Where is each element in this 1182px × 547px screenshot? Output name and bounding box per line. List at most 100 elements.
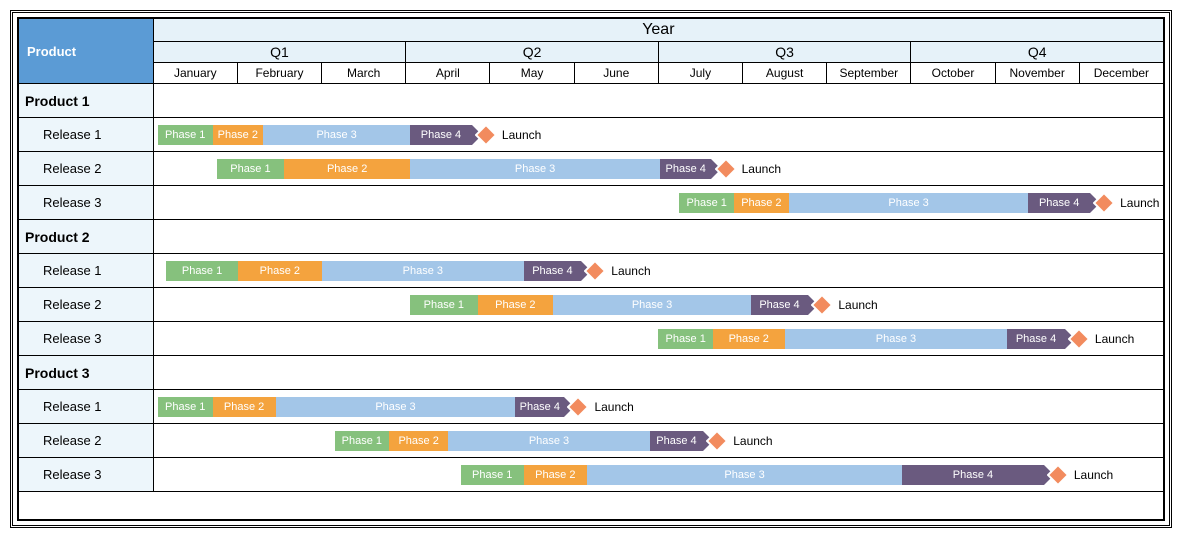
phase-bar: Phase 2 — [389, 431, 448, 451]
release-row: Release 3 — [19, 322, 154, 356]
product-name: Product 3 — [25, 365, 90, 381]
phase-bar: Phase 1 — [679, 193, 734, 213]
empty-timeline — [153, 356, 1163, 390]
month-label: April — [436, 66, 460, 80]
month-header: May — [490, 63, 574, 84]
launch-label: Launch — [733, 434, 772, 448]
phase-bar: Phase 2 — [284, 159, 410, 179]
phase-arrow: Phase 4 — [650, 431, 713, 451]
release-name: Release 2 — [43, 433, 102, 448]
release-name: Release 2 — [43, 161, 102, 176]
launch-milestone-icon — [715, 158, 737, 180]
release-row: Release 1 — [19, 390, 154, 424]
month-header: January — [153, 63, 237, 84]
launch-milestone-icon — [567, 396, 589, 418]
phase-bar: Phase 2 — [524, 465, 587, 485]
empty-timeline — [153, 220, 1163, 254]
phase-arrow: Phase 4 — [660, 159, 721, 179]
month-label: March — [347, 66, 380, 80]
phase-arrow: Phase 4 — [524, 261, 591, 281]
phase-bar: Phase 2 — [213, 397, 276, 417]
quarter-label: Q4 — [1028, 44, 1047, 60]
phase-bar: Phase 3 — [263, 125, 410, 145]
timeline-cell: Phase 1Phase 2Phase 3Phase 4Launch — [153, 254, 1163, 288]
month-label: January — [174, 66, 217, 80]
phase-bar: Phase 3 — [789, 193, 1029, 213]
phase-bar: Phase 2 — [713, 329, 784, 349]
outer-frame: Product YearQ1 Q2 Q3 Q4 January February March A… — [10, 10, 1172, 528]
phase-arrow: Phase 4 — [515, 397, 574, 417]
quarter-header: Q2 — [406, 42, 659, 63]
phase-bar: Phase 3 — [785, 329, 1008, 349]
phase-bar: Phase 2 — [734, 193, 789, 213]
product-header-label: Product — [27, 44, 76, 59]
launch-label: Launch — [611, 264, 650, 278]
quarter-label: Q2 — [523, 44, 542, 60]
launch-label: Launch — [1074, 468, 1113, 482]
launch-milestone-icon — [1093, 192, 1115, 214]
phase-bar: Phase 2 — [238, 261, 322, 281]
bottom-spacer — [19, 492, 1164, 520]
month-header: August — [743, 63, 827, 84]
release-row: Release 1 — [19, 118, 154, 152]
quarter-header: Q1 — [153, 42, 406, 63]
month-header: February — [237, 63, 321, 84]
launch-milestone-icon — [1068, 328, 1090, 350]
release-name: Release 3 — [43, 195, 102, 210]
month-header: September — [827, 63, 911, 84]
release-name: Release 1 — [43, 127, 102, 142]
phase-bar: Phase 3 — [587, 465, 902, 485]
release-row: Release 2 — [19, 152, 154, 186]
empty-timeline — [153, 84, 1163, 118]
phase-bar: Phase 3 — [448, 431, 650, 451]
phase-arrow: Phase 4 — [410, 125, 481, 145]
phase-bar: Phase 3 — [276, 397, 516, 417]
phase-arrow: Phase 4 — [1028, 193, 1099, 213]
phase-bar: Phase 3 — [553, 295, 751, 315]
phase-arrow: Phase 4 — [751, 295, 818, 315]
month-header: March — [322, 63, 406, 84]
month-label: February — [255, 66, 303, 80]
launch-label: Launch — [1095, 332, 1134, 346]
phase-bar: Phase 1 — [217, 159, 284, 179]
launch-milestone-icon — [584, 260, 606, 282]
product-name: Product 2 — [25, 229, 90, 245]
phase-bar: Phase 1 — [166, 261, 237, 281]
launch-label: Launch — [502, 128, 541, 142]
month-label: November — [1009, 66, 1064, 80]
timeline-cell: Phase 1Phase 2Phase 3Phase 4Launch — [153, 152, 1163, 186]
month-label: October — [932, 66, 975, 80]
month-label: August — [766, 66, 803, 80]
launch-label: Launch — [594, 400, 633, 414]
timeline-cell: Phase 1Phase 2Phase 3Phase 4Launch — [153, 390, 1163, 424]
product-name: Product 1 — [25, 93, 90, 109]
launch-label: Launch — [838, 298, 877, 312]
release-row: Release 3 — [19, 186, 154, 220]
roadmap-table: Product YearQ1 Q2 Q3 Q4 January February March A… — [18, 18, 1164, 520]
month-label: July — [690, 66, 711, 80]
month-label: September — [839, 66, 898, 80]
timeline-cell: Phase 1Phase 2Phase 3Phase 4Launch — [153, 186, 1163, 220]
product-row: Product 1 — [19, 84, 154, 118]
month-header: October — [911, 63, 995, 84]
timeline-cell: Phase 1Phase 2Phase 3Phase 4Launch — [153, 322, 1163, 356]
release-row: Release 3 — [19, 458, 154, 492]
launch-label: Launch — [742, 162, 781, 176]
timeline-cell: Phase 1Phase 2Phase 3Phase 4Launch — [153, 458, 1163, 492]
month-header: July — [658, 63, 742, 84]
month-label: December — [1094, 66, 1149, 80]
release-name: Release 1 — [43, 399, 102, 414]
quarter-label: Q3 — [775, 44, 794, 60]
timeline-cell: Phase 1Phase 2Phase 3Phase 4Launch — [153, 424, 1163, 458]
timeline-cell: Phase 1Phase 2Phase 3Phase 4 Launch — [153, 118, 1163, 152]
year-header: Year — [153, 19, 1163, 42]
phase-bar: Phase 1 — [410, 295, 477, 315]
phase-bar: Phase 2 — [213, 125, 263, 145]
phase-bar: Phase 2 — [478, 295, 554, 315]
quarter-header: Q3 — [658, 42, 911, 63]
phase-arrow: Phase 4 — [1007, 329, 1074, 349]
product-header: Product — [19, 19, 154, 84]
phase-bar: Phase 1 — [461, 465, 524, 485]
month-label: May — [521, 66, 544, 80]
phase-bar: Phase 1 — [158, 125, 213, 145]
